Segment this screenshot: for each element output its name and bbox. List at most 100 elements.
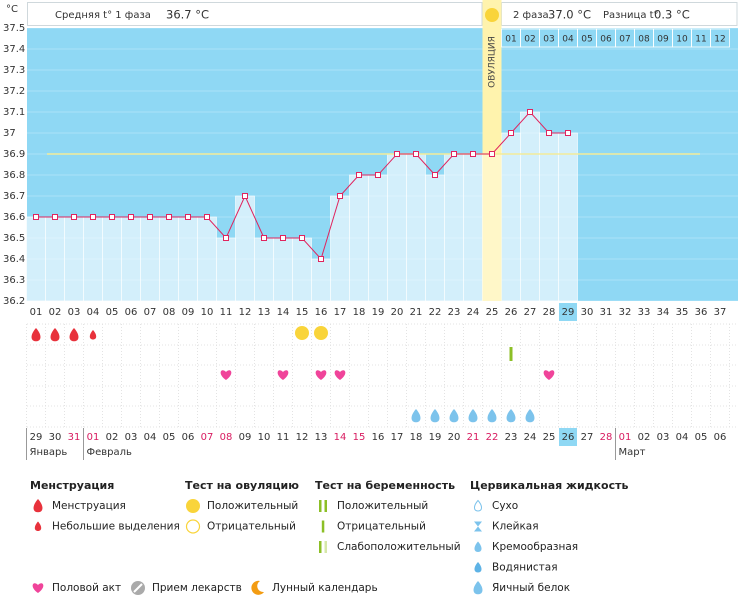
temperature-bar <box>520 111 540 302</box>
legend-item: Отрицательный <box>337 521 426 533</box>
date-label: 03 <box>125 432 138 443</box>
date-label: 28 <box>600 432 613 443</box>
ovulation-test-mark <box>295 326 309 340</box>
legend-icon <box>319 541 322 553</box>
temperature-bar <box>273 237 293 302</box>
date-label: 04 <box>676 432 689 443</box>
legend-item: Половой акт <box>52 582 121 594</box>
date-label: 03 <box>657 432 670 443</box>
date-label: 17 <box>391 432 404 443</box>
diff-label: Разница t° <box>603 10 659 21</box>
temperature-point <box>508 130 514 136</box>
date-label: 27 <box>581 432 594 443</box>
y-tick-label: 37.3 <box>3 65 25 76</box>
spotting-mark <box>89 330 97 340</box>
legend-item: Отрицательный <box>207 521 296 533</box>
legend-icon <box>185 519 201 534</box>
temperature-bar <box>387 153 407 302</box>
date-label: 10 <box>258 432 271 443</box>
y-tick-label: 36.2 <box>3 296 25 307</box>
temperature-point <box>280 235 286 241</box>
phase2-day-label: 07 <box>619 35 630 45</box>
intercourse-mark <box>277 370 289 380</box>
temperature-point <box>527 109 533 115</box>
legend-icon <box>32 583 44 593</box>
temperature-bar <box>254 237 274 302</box>
egg-white-mark <box>487 409 497 423</box>
x-tick-label: 02 <box>49 307 62 318</box>
legend-item: Положительный <box>207 500 298 512</box>
phase2-day-label: 08 <box>638 35 650 45</box>
phase2-label: 2 фаза <box>513 10 549 21</box>
date-label: 24 <box>524 432 537 443</box>
date-label: 19 <box>429 432 442 443</box>
date-label: 22 <box>486 432 499 443</box>
intercourse-mark <box>315 370 327 380</box>
date-label: 05 <box>695 432 708 443</box>
legend-item: Водянистая <box>492 562 558 574</box>
legend-icon <box>321 520 325 533</box>
x-tick-label: 14 <box>277 307 290 318</box>
legend-item: Менструация <box>52 500 126 512</box>
x-tick-label: 17 <box>334 307 347 318</box>
x-tick-label: 20 <box>391 307 404 318</box>
temperature-point <box>109 214 115 220</box>
date-label: 11 <box>277 432 290 443</box>
temperature-bar <box>330 195 350 302</box>
egg-white-mark <box>430 409 440 423</box>
y-tick-label: 37.2 <box>3 86 25 97</box>
ovulation-test-mark <box>314 326 328 340</box>
date-label: 07 <box>201 432 214 443</box>
x-tick-label: 33 <box>638 307 651 318</box>
legend-item: Слабоположительный <box>337 541 461 553</box>
temperature-point <box>318 256 324 262</box>
today-highlight <box>559 303 577 321</box>
temperature-bar <box>216 237 236 302</box>
y-axis-label: °C <box>6 4 18 15</box>
date-label: 08 <box>220 432 233 443</box>
phase2-day-label: 12 <box>714 35 725 45</box>
x-tick-label: 19 <box>372 307 385 318</box>
temperature-point <box>128 214 134 220</box>
legend-title: Тест на беременность <box>315 479 455 492</box>
menstruation-mark <box>69 328 79 342</box>
x-tick-label: 11 <box>220 307 233 318</box>
month-label: Март <box>619 447 646 458</box>
temperature-point <box>204 214 210 220</box>
legend-icon <box>324 500 327 512</box>
y-tick-label: 36.5 <box>3 233 25 244</box>
x-tick-label: 37 <box>714 307 727 318</box>
x-tick-label: 10 <box>201 307 214 318</box>
date-label: 01 <box>619 432 632 443</box>
phase2-day-label: 01 <box>505 35 516 45</box>
legend-icon <box>34 521 42 531</box>
temperature-point <box>565 130 571 136</box>
phase2-day-label: 03 <box>543 35 554 45</box>
diff-value: 0.3 °C <box>654 8 690 22</box>
y-tick-label: 36.8 <box>3 170 25 181</box>
legend-icon <box>251 580 264 595</box>
date-label: 12 <box>296 432 309 443</box>
date-label: 26 <box>562 432 575 443</box>
y-tick-label: 36.9 <box>3 149 25 160</box>
temperature-point <box>52 214 58 220</box>
date-label: 23 <box>505 432 518 443</box>
x-tick-label: 28 <box>543 307 556 318</box>
date-label: 05 <box>163 432 176 443</box>
temperature-point <box>451 151 457 157</box>
temperature-point <box>413 151 419 157</box>
today-date-highlight <box>559 428 577 446</box>
legend-icon <box>324 541 327 553</box>
egg-white-mark <box>506 409 516 423</box>
egg-white-mark <box>525 409 535 423</box>
phase2-day-label: 09 <box>657 35 669 45</box>
intercourse-mark <box>334 370 346 380</box>
date-label: 04 <box>144 432 157 443</box>
egg-white-mark <box>411 409 421 423</box>
x-tick-label: 07 <box>144 307 157 318</box>
legend-icon <box>473 581 483 595</box>
ovulation-bar <box>482 154 502 301</box>
legend-icon <box>474 541 482 552</box>
